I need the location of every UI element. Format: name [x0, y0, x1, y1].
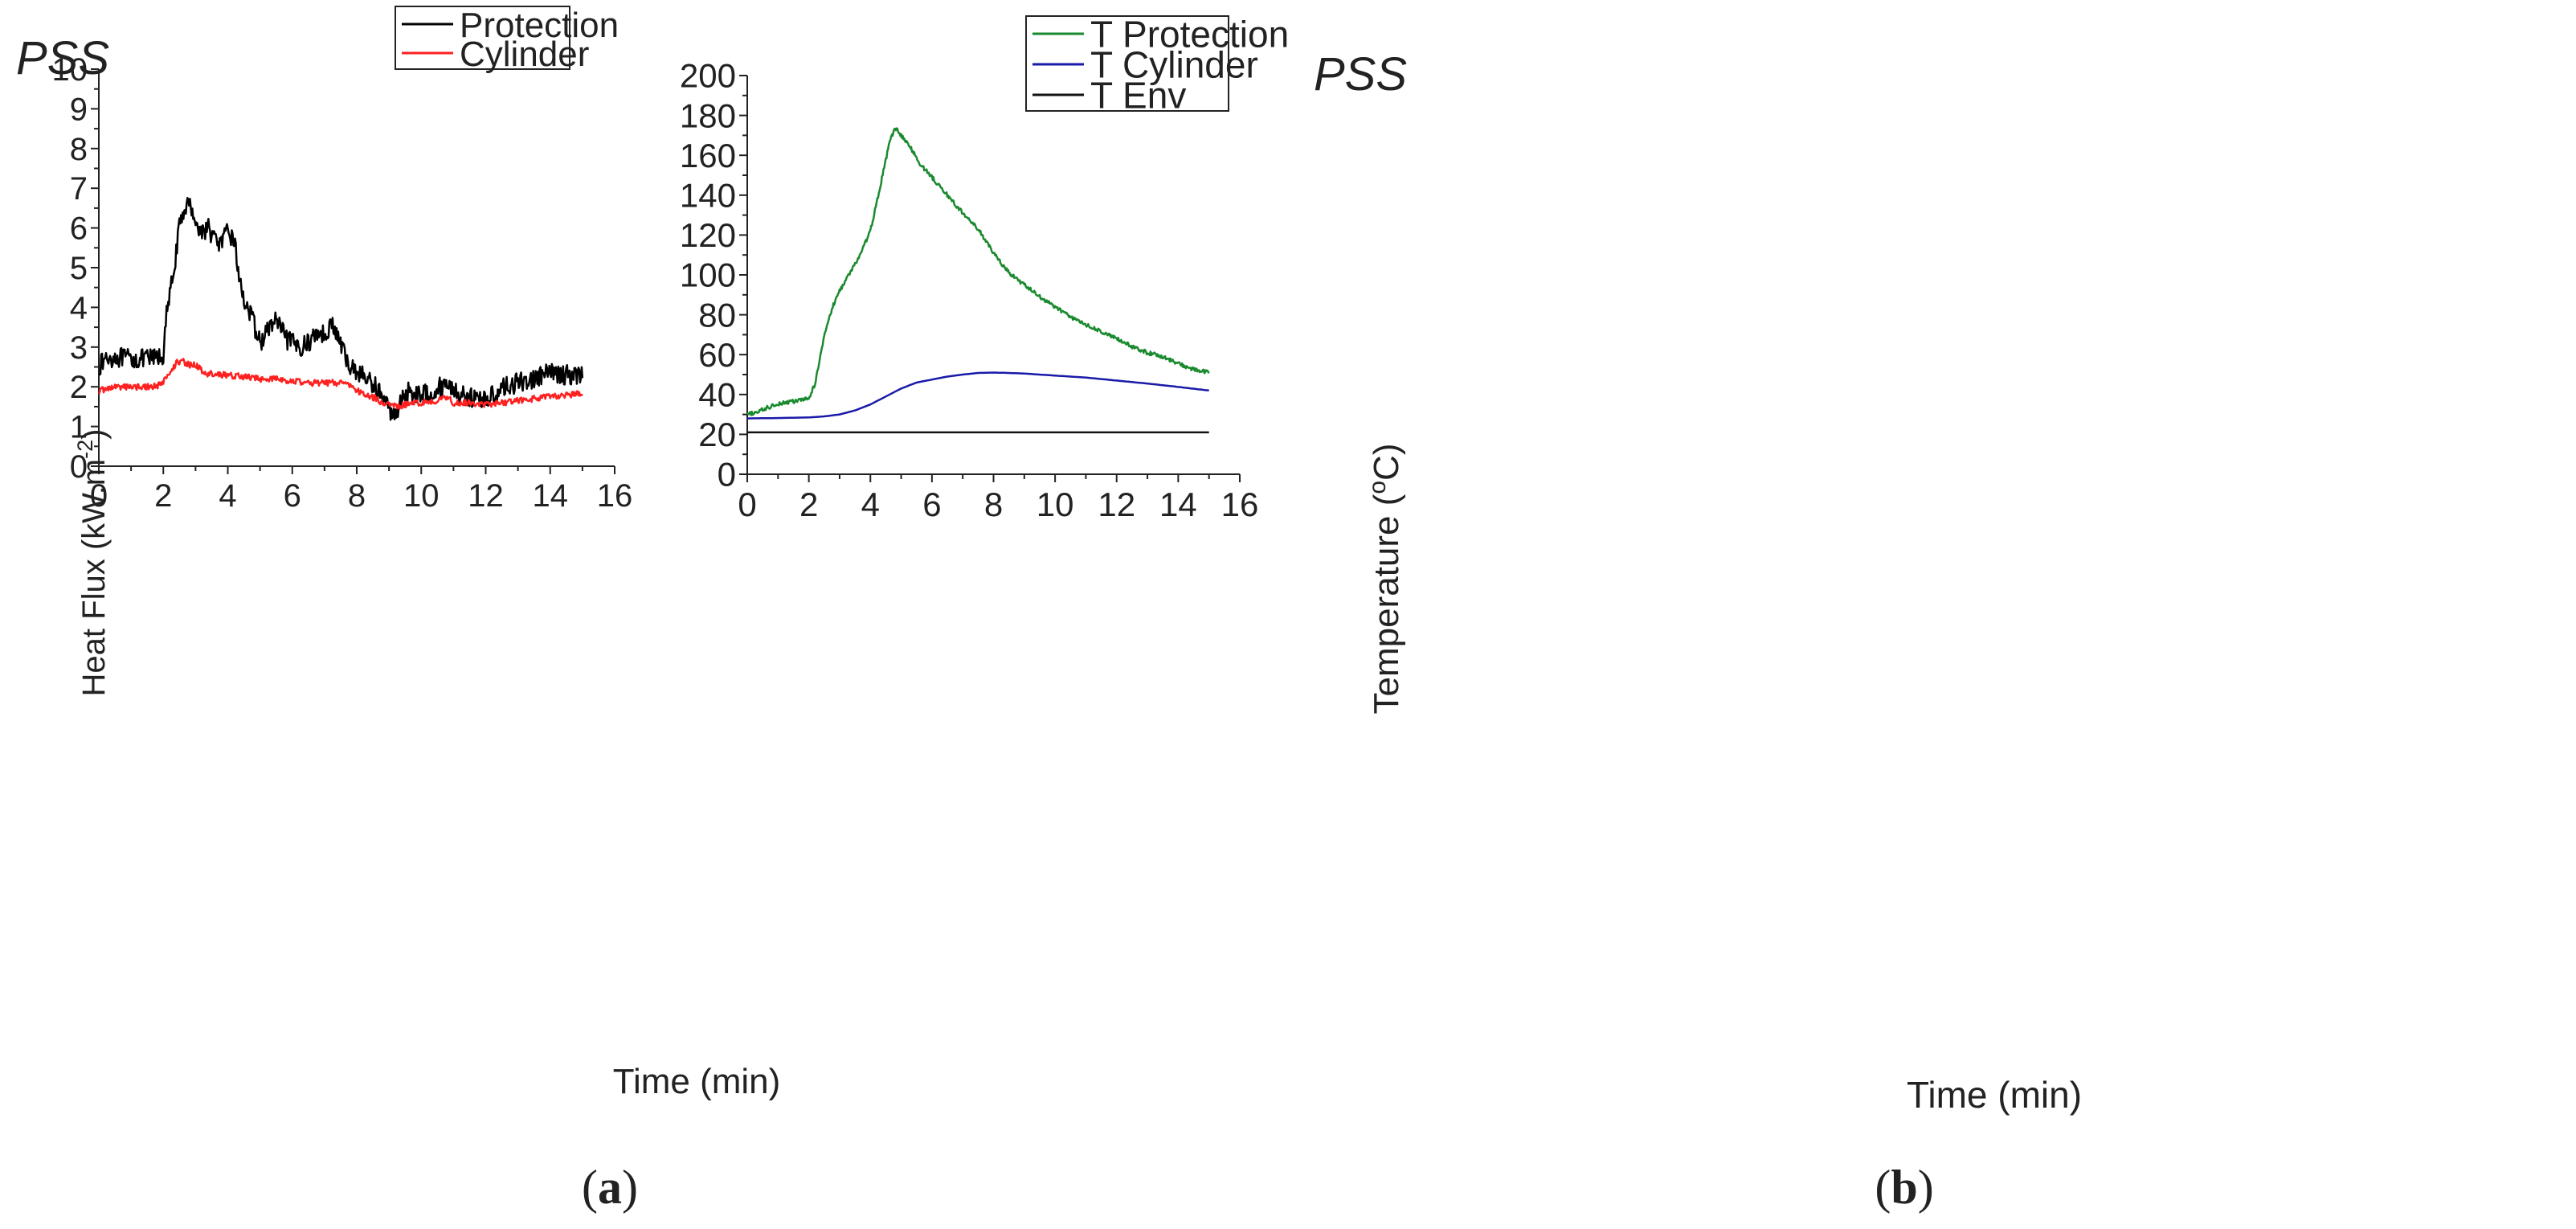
panel-a-y-tick-label: 2	[70, 370, 88, 405]
panel-b-y-tick-label: 40	[698, 376, 736, 414]
panel-b-legend-label-t-protection: T Protection	[1090, 14, 1289, 55]
panel-b-y-tick-label: 140	[680, 177, 736, 215]
panel-b-x-tick-label: 14	[1159, 485, 1197, 523]
panel-b-y-tick-label: 80	[698, 296, 736, 334]
svg-text:Temperature (oC): Temperature (oC)	[1364, 443, 1407, 714]
panel-a-y-tick-label: 7	[70, 171, 88, 207]
panel-b-x-tick-label: 12	[1098, 485, 1135, 523]
panel-a-x-tick-label: 0	[90, 478, 108, 514]
panel-a-caption: (a)	[582, 1161, 638, 1214]
panel-b-y-tick-label: 180	[680, 96, 736, 134]
panel-b-y-tick-label: 20	[698, 416, 736, 453]
panel-b-x-tick-label: 8	[984, 485, 1003, 523]
panel-a-y-tick-label: 3	[70, 330, 88, 366]
panel-b-legend-label-t-env: T Env	[1090, 75, 1186, 117]
panel-a-y-tick-label: 6	[70, 211, 88, 247]
panel-b-y-axis-label-superscript: o	[1364, 481, 1391, 494]
panel-a-legend-label-cylinder: Cylinder	[460, 35, 589, 74]
panel-b-temperature-chart: PSS Temperature (oC) Time (min) 0 2 4 6 8 10 1…	[680, 14, 2082, 1214]
panel-a-x-tick-label: 6	[284, 478, 301, 514]
panel-b-x-axis-label: Time (min)	[1907, 1074, 2082, 1116]
panel-a-x-tick-label: 2	[154, 478, 172, 514]
panel-a-plot-area: 0 2 4 6 8 10 12 14 16012345678910ProtectionCylin…	[52, 6, 633, 514]
panel-b-y-axis-label-end: C)	[1367, 443, 1406, 480]
panel-b-series-t-protection-line	[746, 127, 1210, 416]
panel-b-y-tick-label: 60	[698, 336, 736, 374]
panel-b-x-tick-label: 6	[922, 485, 941, 523]
panel-a-x-tick-label: 8	[348, 478, 366, 514]
panel-b-x-tick-label: 4	[861, 485, 880, 523]
panel-a-title: PSS	[16, 32, 109, 84]
panel-a-legend-label-protection: Protection	[460, 6, 619, 45]
panel-a-x-tick-label: 12	[468, 478, 504, 514]
panel-b-plot-area: 0 2 4 6 8 10 12 14 16020406080100120140160180200…	[680, 14, 1289, 523]
panel-a-series-cylinder-line	[97, 358, 583, 410]
panel-a-x-tick-label: 16	[597, 478, 633, 514]
panel-a-y-tick-label: 4	[70, 290, 88, 326]
panel-b-y-axis-label-text: Temperature (	[1367, 494, 1406, 714]
panel-b-series-t-cylinder-line	[746, 371, 1209, 420]
panel-b-y-tick-label: 120	[680, 216, 736, 254]
panel-a-x-axis-label: Time (min)	[613, 1062, 781, 1101]
panel-a-y-axis-label-text: Heat Flux (kW.m	[76, 459, 112, 697]
panel-b-y-tick-label: 200	[680, 57, 736, 95]
svg-text:Heat Flux (kW.m-2): Heat Flux (kW.m-2)	[73, 429, 112, 697]
panel-b-x-tick-label: 10	[1037, 485, 1074, 523]
panel-a-y-tick-label: 1	[70, 410, 88, 445]
panel-b-title: PSS	[1314, 48, 1407, 100]
panel-a-y-tick-label: 0	[70, 449, 88, 485]
panel-a-y-tick-label: 8	[70, 132, 88, 167]
panel-b-y-tick-label: 100	[680, 256, 736, 294]
panel-a-caption-letter: a	[598, 1161, 622, 1214]
panel-a-y-tick-label: 5	[70, 251, 88, 286]
panel-b-x-tick-label: 16	[1221, 485, 1259, 523]
panel-a-series-protection-line	[98, 196, 584, 421]
panel-b-legend-label-t-cylinder: T Cylinder	[1090, 44, 1258, 86]
panel-b-y-tick-label: 0	[718, 456, 736, 494]
panel-b-caption-letter: b	[1891, 1161, 1917, 1214]
panel-b-x-tick-label: 2	[799, 485, 818, 523]
panel-b-y-tick-label: 160	[680, 137, 736, 174]
panel-a-x-tick-label: 14	[533, 478, 569, 514]
panel-b-x-tick-label: 0	[738, 485, 756, 523]
panel-a-x-tick-label: 10	[403, 478, 440, 514]
panel-b-caption: (b)	[1875, 1161, 1933, 1214]
panel-a-y-axis-label-end: )	[76, 429, 112, 440]
panel-a-y-axis-label: Heat Flux (kW.m-2)	[73, 429, 112, 697]
panel-a-legend-box	[395, 6, 570, 70]
panel-b-y-axis-label: Temperature (oC)	[1364, 443, 1407, 714]
panel-a-y-axis-label-superscript: -2	[73, 440, 97, 459]
panel-a-y-tick-label: 9	[70, 92, 88, 127]
panel-a-x-tick-label: 4	[219, 478, 236, 514]
panel-a-y-tick-label: 10	[52, 52, 88, 88]
panel-a-heat-flux-chart: PSS Heat Flux (kW.m-2) Time (min) 0 2 4 6 8 1…	[16, 6, 780, 1214]
